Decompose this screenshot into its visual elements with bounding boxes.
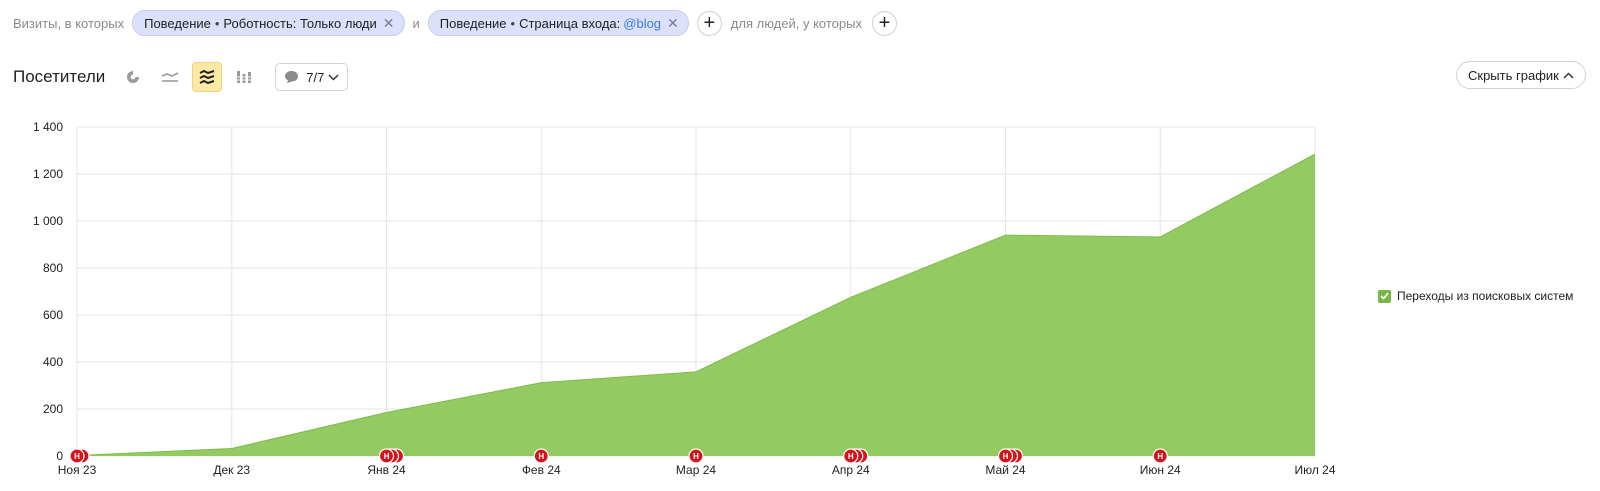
chevron-up-icon: [1563, 71, 1574, 79]
chart-toolbar: Посетители 7/7: [13, 62, 349, 92]
y-tick-label: 1 000: [33, 214, 63, 228]
y-tick-label: 0: [56, 449, 63, 463]
filter-prefix-label: Визиты, в которых: [13, 15, 125, 31]
legend-series-label: Переходы из поисковых систем: [1397, 289, 1574, 303]
annotation-marker-label: Н: [1157, 452, 1163, 461]
add-people-condition-button[interactable]: +: [871, 10, 897, 36]
annotation-marker[interactable]: [1152, 448, 1168, 464]
annotations-count: 7/7: [306, 69, 325, 85]
filter-conjunction: и: [412, 15, 420, 31]
comment-icon: [285, 71, 299, 84]
chip-value-link[interactable]: @blog: [623, 15, 662, 31]
chart-axis-layer: 0 200 400 600 800 1 000 1 200 1 400 Ноя 23 Дек 23…: [33, 120, 1336, 477]
annotation-glyph: Н: [384, 452, 390, 461]
hide-chart-button[interactable]: Скрыть график: [1456, 61, 1586, 89]
y-tick-label: 600: [43, 308, 63, 322]
segment-filters: Визиты, в которых Поведение • Роботность…: [13, 9, 897, 37]
close-icon[interactable]: ✕: [667, 15, 679, 31]
annotation-marker[interactable]: [533, 448, 549, 464]
y-tick-label: 800: [43, 261, 63, 275]
series-area: [77, 154, 1315, 456]
annotation-marker[interactable]: [378, 448, 395, 464]
add-visit-condition-button[interactable]: +: [696, 10, 722, 36]
annotation-marker-label: Н: [384, 452, 390, 461]
x-tick-label: Апр 24: [832, 463, 870, 477]
page-title: Посетители: [13, 67, 106, 86]
chip-separator: •: [510, 15, 516, 31]
annotation-marker[interactable]: [997, 448, 1014, 464]
annotation-glyph: Н: [1157, 452, 1163, 461]
pie-chart-icon[interactable]: [118, 62, 148, 92]
hide-chart-label: Скрыть график: [1468, 67, 1559, 83]
x-tick-label: Дек 23: [213, 463, 250, 477]
annotation-marker[interactable]: [843, 448, 859, 464]
chip-category: Поведение: [439, 15, 507, 31]
annotation-marker[interactable]: [69, 448, 85, 464]
annotation-marker[interactable]: [688, 448, 704, 464]
annotation-glyph: Н: [74, 452, 80, 461]
chip-separator: •: [214, 15, 220, 31]
y-tick-label: 1 400: [33, 120, 63, 134]
filter-chip-robotness[interactable]: Поведение • Роботность: Только люди ✕: [132, 10, 405, 36]
annotations-toggle-button[interactable]: 7/7: [275, 63, 349, 91]
annotation-marker-label: Н: [1003, 452, 1009, 461]
checkbox-checked-icon[interactable]: [1378, 289, 1391, 303]
column-chart-icon[interactable]: [229, 62, 259, 92]
x-tick-label: Мар 24: [676, 463, 716, 477]
y-tick-label: 200: [43, 402, 63, 416]
chevron-down-icon: [328, 73, 339, 81]
annotation-marker-label: Н: [848, 452, 854, 461]
people-condition-label: для людей, у которых: [730, 15, 862, 31]
x-tick-label: Янв 24: [367, 463, 406, 477]
x-tick-label: Ноя 23: [58, 463, 97, 477]
x-tick-label: Фев 24: [522, 463, 561, 477]
annotation-glyph: Н: [1003, 452, 1009, 461]
chart-legend[interactable]: Переходы из поисковых систем: [1378, 289, 1573, 303]
y-tick-label: 400: [43, 355, 63, 369]
annotation-marker-label: Н: [74, 452, 80, 461]
chart-grid: [76, 126, 1316, 457]
chip-label: Роботность: Только люди: [223, 15, 377, 31]
annotation-marker-label: Н: [538, 452, 544, 461]
chip-label: Страница входа:: [519, 15, 621, 31]
x-tick-label: Июн 24: [1140, 463, 1181, 477]
line-chart-icon[interactable]: [155, 62, 185, 92]
x-tick-label: Июл 24: [1294, 463, 1335, 477]
annotation-glyph: Н: [848, 452, 854, 461]
chip-category: Поведение: [144, 15, 211, 31]
close-icon[interactable]: ✕: [382, 15, 395, 31]
x-tick-label: Май 24: [985, 463, 1026, 477]
filter-chip-entry-page[interactable]: Поведение • Страница входа: @blog ✕: [427, 10, 689, 36]
stacked-area-icon[interactable]: [192, 62, 223, 92]
annotation-glyph: Н: [693, 452, 699, 461]
y-tick-label: 1 200: [33, 167, 63, 181]
annotation-marker-label: Н: [693, 452, 699, 461]
annotation-glyph: Н: [538, 452, 544, 461]
